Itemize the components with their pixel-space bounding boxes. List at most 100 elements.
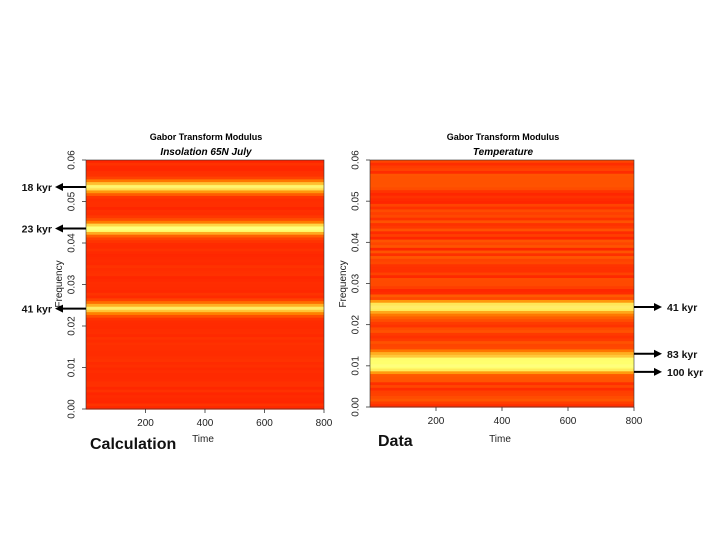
heatmap-1-row — [370, 245, 634, 249]
heatmap-1-row — [370, 176, 634, 180]
heatmap-1-row — [370, 341, 634, 345]
chart-0-caption: Calculation — [90, 436, 176, 453]
heatmap-1-row — [370, 190, 634, 194]
heatmap-0-row — [86, 190, 324, 194]
heatmap-0-row — [86, 201, 324, 205]
heatmap-0-row — [86, 350, 324, 355]
heatmap-0-row — [86, 314, 324, 319]
heatmap-1-row — [370, 198, 634, 202]
heatmap-0-row — [86, 231, 324, 236]
x-tick-label: 400 — [197, 418, 214, 429]
heatmap-1-row — [370, 225, 634, 230]
heatmap-1-row — [370, 206, 634, 210]
heatmap-1-row — [370, 195, 634, 200]
heatmap-0-row — [86, 323, 324, 327]
heatmap-1-row — [370, 393, 634, 397]
heatmap-0-row — [86, 303, 324, 308]
heatmap-0-row — [86, 243, 324, 247]
heatmap-0-row — [86, 273, 324, 277]
heatmap-1-row — [370, 327, 634, 331]
heatmap-1-row — [370, 294, 634, 298]
y-tick-label: 0.03 — [351, 273, 362, 293]
heatmap-1-row — [370, 288, 634, 293]
heatmap-0-row — [86, 245, 324, 250]
heatmap-0-row — [86, 265, 324, 269]
heatmap-0-row — [86, 207, 324, 211]
heatmap-1-row — [370, 404, 634, 408]
heatmap-1-row — [370, 349, 634, 353]
heatmap-0-row — [86, 220, 324, 225]
heatmap-1-row — [370, 316, 634, 320]
heatmap-0-row — [86, 212, 324, 216]
y-tick-label: 0.00 — [67, 399, 78, 419]
heatmap-0-row — [86, 361, 324, 366]
heatmap-1-row — [370, 387, 634, 392]
heatmap-1-row — [370, 220, 634, 224]
heatmap-0-row — [86, 381, 324, 385]
heatmap-0-row — [86, 312, 324, 316]
heatmap-1-row — [370, 396, 634, 400]
heatmap-0-row — [86, 403, 324, 407]
heatmap-0-row — [86, 256, 324, 261]
heatmap-0-row — [86, 359, 324, 363]
chart-0-title: Gabor Transform Modulus — [150, 132, 263, 142]
y-tick-label: 0.00 — [351, 397, 362, 417]
annotation-label: 18 kyr — [22, 182, 52, 194]
heatmap-1-band-2 — [370, 364, 634, 368]
heatmap-1-row — [370, 258, 634, 263]
y-tick-label: 0.05 — [67, 191, 78, 211]
heatmap-0-row — [86, 278, 324, 283]
heatmap-0-row — [86, 334, 324, 338]
chart-0-xlabel: Time — [192, 434, 214, 445]
heatmap-1-row — [370, 264, 634, 268]
heatmap-1-row — [370, 374, 634, 378]
heatmap-0-row — [86, 254, 324, 258]
heatmap-1-band-0 — [370, 305, 634, 309]
heatmap-0-row — [86, 193, 324, 197]
heatmap-1-row — [370, 203, 634, 208]
heatmap-0-row — [86, 262, 324, 266]
heatmap-0-row — [86, 375, 324, 380]
heatmap-1-row — [370, 173, 634, 178]
heatmap-0-row — [86, 400, 324, 405]
heatmap-1-row — [370, 236, 634, 241]
heatmap-1-row — [370, 261, 634, 265]
heatmap-1-row — [370, 321, 634, 326]
annotation-label: 83 kyr — [667, 349, 697, 361]
heatmap-1-row — [370, 223, 634, 227]
heatmap-1-row — [370, 192, 634, 197]
heatmap-0-row — [86, 290, 324, 294]
heatmap-0-row — [86, 348, 324, 352]
heatmap-1-row — [370, 212, 634, 216]
heatmap-1-row — [370, 352, 634, 356]
heatmap-1-row — [370, 286, 634, 290]
heatmap-0-row — [86, 331, 324, 335]
heatmap-1-row — [370, 209, 634, 213]
heatmap-0-row — [86, 364, 324, 369]
y-tick-label: 0.04 — [351, 232, 362, 252]
heatmap-0-row — [86, 320, 324, 324]
heatmap-1-row — [370, 250, 634, 254]
heatmap-0-row — [86, 326, 324, 330]
heatmap-1-row — [370, 291, 634, 296]
annotation-label: 23 kyr — [22, 223, 52, 235]
heatmap-0-band-2 — [86, 307, 324, 311]
heatmap-0-row — [86, 328, 324, 333]
heatmap-0-row — [86, 223, 324, 227]
y-tick-label: 0.06 — [67, 150, 78, 170]
arrow-head-icon — [55, 224, 63, 233]
arrow-head-icon — [654, 367, 662, 376]
y-tick-label: 0.02 — [67, 316, 78, 336]
heatmap-0-row — [86, 389, 324, 393]
heatmap-0-row — [86, 276, 324, 280]
heatmap-0-row — [86, 234, 324, 239]
annotation-label: 100 kyr — [667, 367, 703, 379]
chart-1-caption: Data — [378, 433, 413, 450]
heatmap-1-row — [370, 267, 634, 271]
heatmap-1-row — [370, 170, 634, 175]
heatmap-0-row — [86, 218, 324, 222]
heatmap-1-row — [370, 346, 634, 350]
heatmap-0-row — [86, 353, 324, 358]
